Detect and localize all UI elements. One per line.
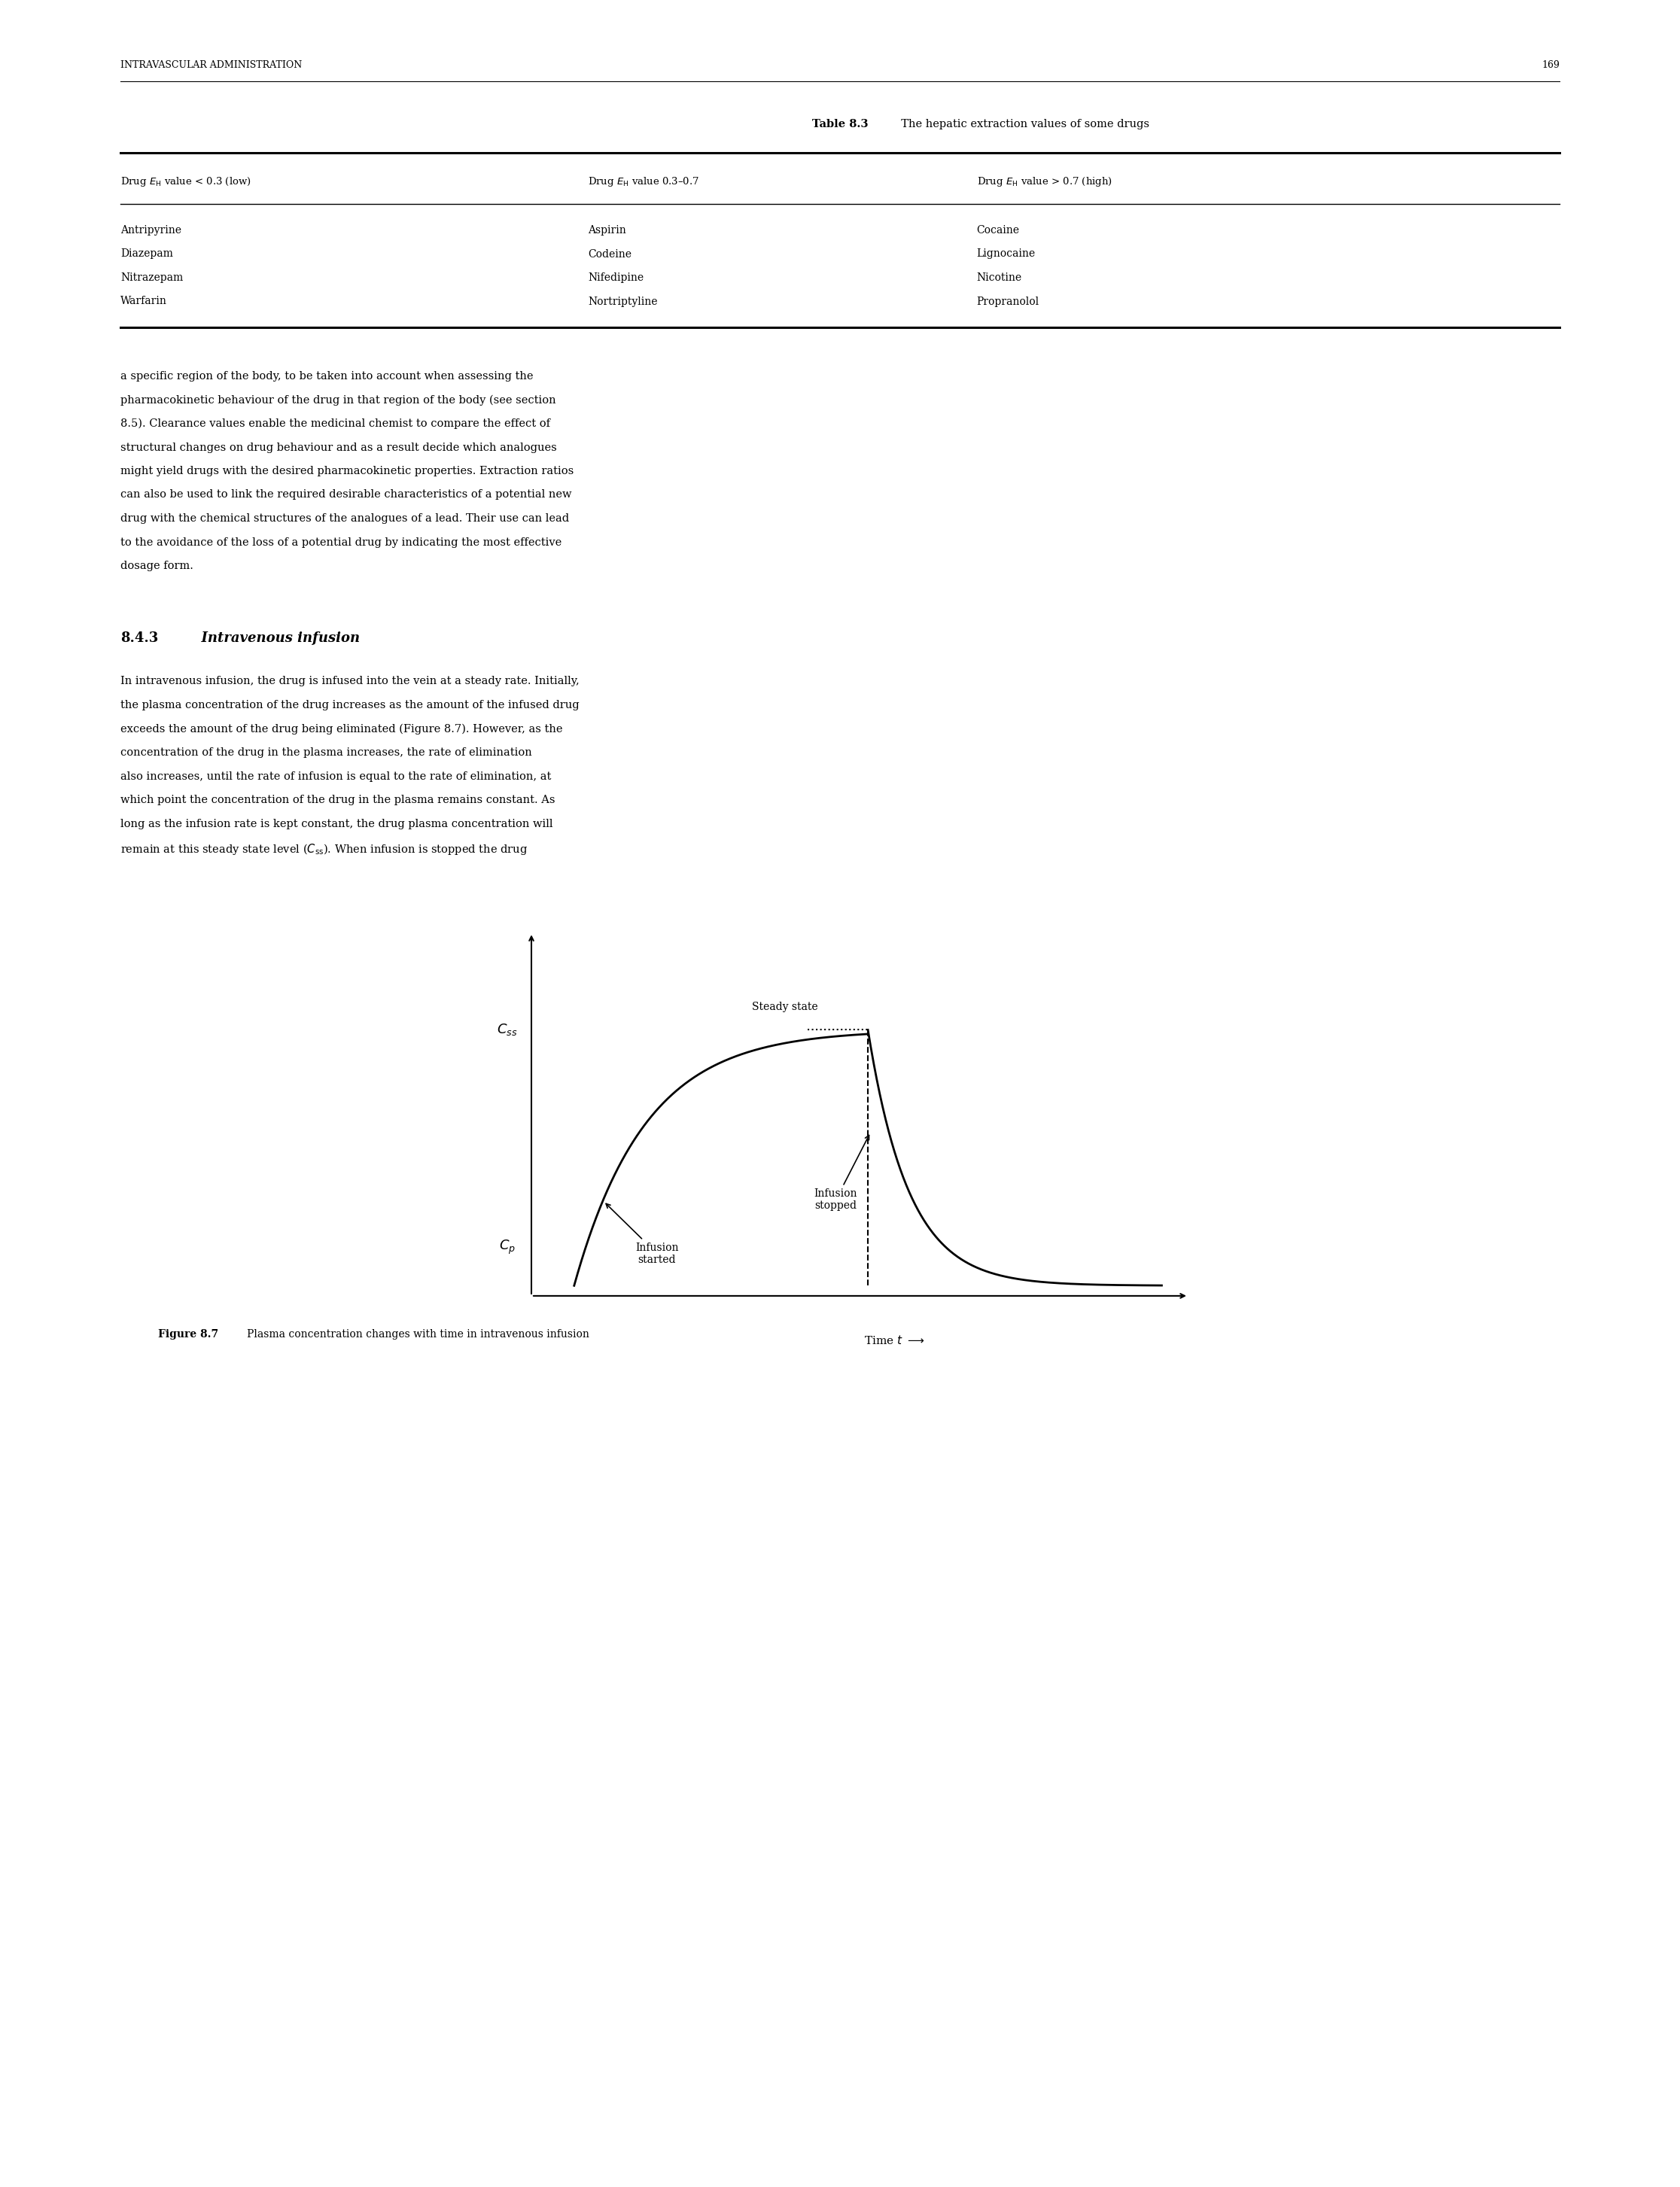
- Text: Figure 8.7: Figure 8.7: [158, 1330, 218, 1338]
- Text: can also be used to link the required desirable characteristics of a potential n: can also be used to link the required de…: [121, 490, 571, 501]
- Text: The hepatic extraction values of some drugs: The hepatic extraction values of some dr…: [894, 118, 1149, 129]
- Text: remain at this steady state level ($C_{\mathrm{ss}}$). When infusion is stopped : remain at this steady state level ($C_{\…: [121, 842, 528, 857]
- Text: to the avoidance of the loss of a potential drug by indicating the most effectiv: to the avoidance of the loss of a potent…: [121, 538, 561, 547]
- Text: a specific region of the body, to be taken into account when assessing the: a specific region of the body, to be tak…: [121, 372, 533, 381]
- Text: Codeine: Codeine: [588, 249, 632, 260]
- Text: Plasma concentration changes with time in intravenous infusion: Plasma concentration changes with time i…: [237, 1330, 590, 1338]
- Text: Drug $E_{\mathrm{H}}$ value < 0.3 (low): Drug $E_{\mathrm{H}}$ value < 0.3 (low): [121, 175, 252, 188]
- Text: Lignocaine: Lignocaine: [976, 249, 1035, 260]
- Text: exceeds the amount of the drug being eliminated (Figure 8.7). However, as the: exceeds the amount of the drug being eli…: [121, 724, 563, 735]
- Text: $C_p$: $C_p$: [499, 1238, 516, 1255]
- Text: 8.4.3: 8.4.3: [121, 632, 158, 645]
- Text: dosage form.: dosage form.: [121, 560, 193, 571]
- Text: $C_{ss}$: $C_{ss}$: [497, 1021, 517, 1037]
- Text: INTRAVASCULAR ADMINISTRATION: INTRAVASCULAR ADMINISTRATION: [121, 61, 302, 70]
- Text: Propranolol: Propranolol: [976, 295, 1040, 306]
- Text: Diazepam: Diazepam: [121, 249, 173, 260]
- Text: the plasma concentration of the drug increases as the amount of the infused drug: the plasma concentration of the drug inc…: [121, 700, 580, 711]
- Text: Table 8.3: Table 8.3: [811, 118, 869, 129]
- Text: Nortriptyline: Nortriptyline: [588, 295, 659, 306]
- Text: pharmacokinetic behaviour of the drug in that region of the body (see section: pharmacokinetic behaviour of the drug in…: [121, 394, 556, 405]
- Text: Steady state: Steady state: [753, 1002, 818, 1013]
- Text: long as the infusion rate is kept constant, the drug plasma concentration will: long as the infusion rate is kept consta…: [121, 818, 553, 829]
- Text: 169: 169: [1542, 61, 1559, 70]
- Text: Drug $E_{\mathrm{H}}$ value 0.3–0.7: Drug $E_{\mathrm{H}}$ value 0.3–0.7: [588, 175, 699, 188]
- Text: which point the concentration of the drug in the plasma remains constant. As: which point the concentration of the dru…: [121, 794, 554, 805]
- Text: drug with the chemical structures of the analogues of a lead. Their use can lead: drug with the chemical structures of the…: [121, 514, 570, 525]
- Text: Nifedipine: Nifedipine: [588, 273, 643, 282]
- Text: Intravenous infusion: Intravenous infusion: [192, 632, 360, 645]
- Text: Infusion
stopped: Infusion stopped: [815, 1135, 869, 1212]
- Text: structural changes on drug behaviour and as a result decide which analogues: structural changes on drug behaviour and…: [121, 442, 556, 453]
- Text: Antripyrine: Antripyrine: [121, 225, 181, 236]
- Text: Drug $E_{\mathrm{H}}$ value > 0.7 (high): Drug $E_{\mathrm{H}}$ value > 0.7 (high): [976, 175, 1112, 188]
- Text: Nicotine: Nicotine: [976, 273, 1021, 282]
- Text: Time $t$ $\longrightarrow$: Time $t$ $\longrightarrow$: [865, 1334, 926, 1347]
- Text: also increases, until the rate of infusion is equal to the rate of elimination, : also increases, until the rate of infusi…: [121, 772, 551, 781]
- Text: Warfarin: Warfarin: [121, 295, 166, 306]
- Text: Nitrazepam: Nitrazepam: [121, 273, 183, 282]
- Text: 8.5). Clearance values enable the medicinal chemist to compare the effect of: 8.5). Clearance values enable the medici…: [121, 418, 551, 429]
- Text: Aspirin: Aspirin: [588, 225, 627, 236]
- Text: might yield drugs with the desired pharmacokinetic properties. Extraction ratios: might yield drugs with the desired pharm…: [121, 466, 575, 477]
- Text: In intravenous infusion, the drug is infused into the vein at a steady rate. Ini: In intravenous infusion, the drug is inf…: [121, 676, 580, 687]
- Text: concentration of the drug in the plasma increases, the rate of elimination: concentration of the drug in the plasma …: [121, 748, 533, 759]
- Text: Cocaine: Cocaine: [976, 225, 1020, 236]
- Text: Infusion
started: Infusion started: [606, 1203, 679, 1264]
